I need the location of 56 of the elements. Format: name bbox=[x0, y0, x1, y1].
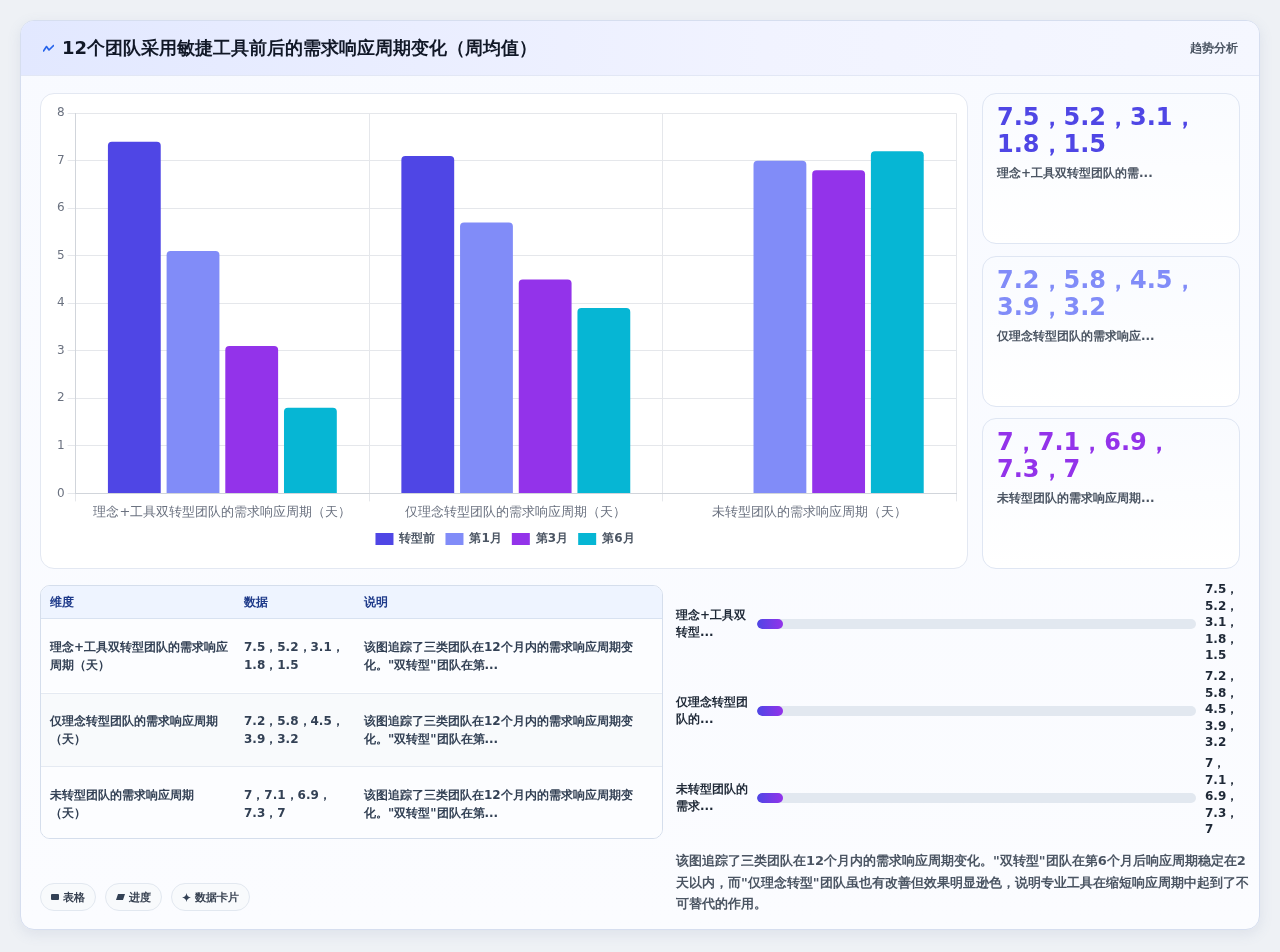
y-tick-label: 0 bbox=[56, 485, 65, 500]
text: 趋势分析 bbox=[1190, 40, 1238, 56]
bar bbox=[401, 155, 455, 493]
text: 说明 bbox=[364, 594, 388, 610]
text: 7.5，5.2，3.1，1.8，1.5 bbox=[997, 103, 1198, 158]
text: 数据 bbox=[244, 594, 268, 610]
bar bbox=[166, 251, 220, 493]
x-tick-label: 理念+工具双转型团队的需求响应周期（天） bbox=[93, 503, 352, 519]
text: 未转型团队的需求... bbox=[676, 781, 749, 815]
text: 7.2，5.8，4.5，3.9，3.2 bbox=[1205, 668, 1239, 751]
y-tick-label: 5 bbox=[56, 247, 65, 262]
chart-title: 12个团队采用敏捷工具前后的需求响应周期变化（周均值） bbox=[62, 37, 538, 59]
y-tick-label: 2 bbox=[56, 390, 65, 405]
text: 7.2，5.8，4.5，3.9，3.2 bbox=[244, 713, 345, 748]
text: 仅理念转型团队的... bbox=[676, 694, 749, 728]
y-tick-label: 7 bbox=[56, 152, 65, 167]
text: 理念+工具双转型团队的需求响应周期（天） bbox=[50, 638, 229, 674]
y-tick-label: 4 bbox=[56, 295, 65, 310]
bar bbox=[518, 279, 572, 493]
y-tick-label: 3 bbox=[56, 342, 65, 357]
legend-label: 第1月 bbox=[468, 531, 502, 546]
pill-button: 数据卡片 bbox=[171, 883, 250, 911]
text: 7，7.1，6.9，7.3，7 bbox=[244, 786, 332, 822]
legend-label: 第6月 bbox=[601, 531, 635, 546]
text: 该图追踪了三类团队在12个月内的需求响应周期变化。"双转型"团队在第... bbox=[364, 638, 634, 674]
y-tick-label: 6 bbox=[56, 200, 65, 215]
text: 7，7.1，6.9，7.3，7 bbox=[1205, 755, 1239, 838]
text: 7，7.1，6.9，7.3，7 bbox=[997, 428, 1172, 483]
text: 仅理念转型团队的需求响应周期（天） bbox=[50, 713, 219, 748]
text: 未转型团队的需求响应周期（天） bbox=[50, 786, 195, 822]
text: 该图追踪了三类团队在12个月内的需求响应周期变化。"双转型"团队在第... bbox=[364, 786, 634, 822]
text: 7.5，5.2，3.1，1.8，1.5 bbox=[244, 638, 345, 674]
legend-label: 第3月 bbox=[534, 531, 569, 546]
bar bbox=[577, 308, 631, 493]
bar bbox=[812, 170, 866, 493]
text: 维度 bbox=[50, 594, 74, 610]
bar bbox=[753, 160, 807, 493]
text: 仅理念转型团队的需求响应... bbox=[997, 328, 1156, 345]
text: 7.2，5.8，4.5，3.9，3.2 bbox=[997, 266, 1198, 321]
y-tick-label: 8 bbox=[56, 105, 65, 120]
y-tick-label: 1 bbox=[56, 438, 65, 452]
bar bbox=[283, 407, 337, 493]
bar bbox=[870, 151, 924, 493]
x-tick-label: 未转型团队的需求响应周期（天） bbox=[711, 503, 907, 519]
x-tick-label: 仅理念转型团队的需求响应周期（天） bbox=[405, 503, 627, 519]
legend-label: 转型前 bbox=[398, 531, 436, 546]
bar bbox=[107, 141, 161, 493]
text: 该图追踪了三类团队在12个月内的需求响应周期变化。"双转型"团队在第... bbox=[364, 713, 634, 748]
text: 未转型团队的需求响应周期... bbox=[997, 490, 1156, 507]
pill-button: 表格 bbox=[40, 883, 96, 911]
bar bbox=[225, 346, 279, 493]
text: 理念+工具双转型团队的需... bbox=[997, 165, 1154, 182]
text: 7.5，5.2，3.1，1.8，1.5 bbox=[1205, 581, 1239, 664]
bar bbox=[460, 222, 513, 493]
text: 理念+工具双转型... bbox=[676, 607, 748, 641]
text: 该图追踪了三类团队在12个月内的需求响应周期变化。"双转型"团队在第6个月后响应周期稳定在2天以内，而"仅理念转型"团队虽也有改善但效果明显逊色，说明专业工具在缩短响应周期中起到了不可替代的作用。 bbox=[676, 852, 1250, 913]
